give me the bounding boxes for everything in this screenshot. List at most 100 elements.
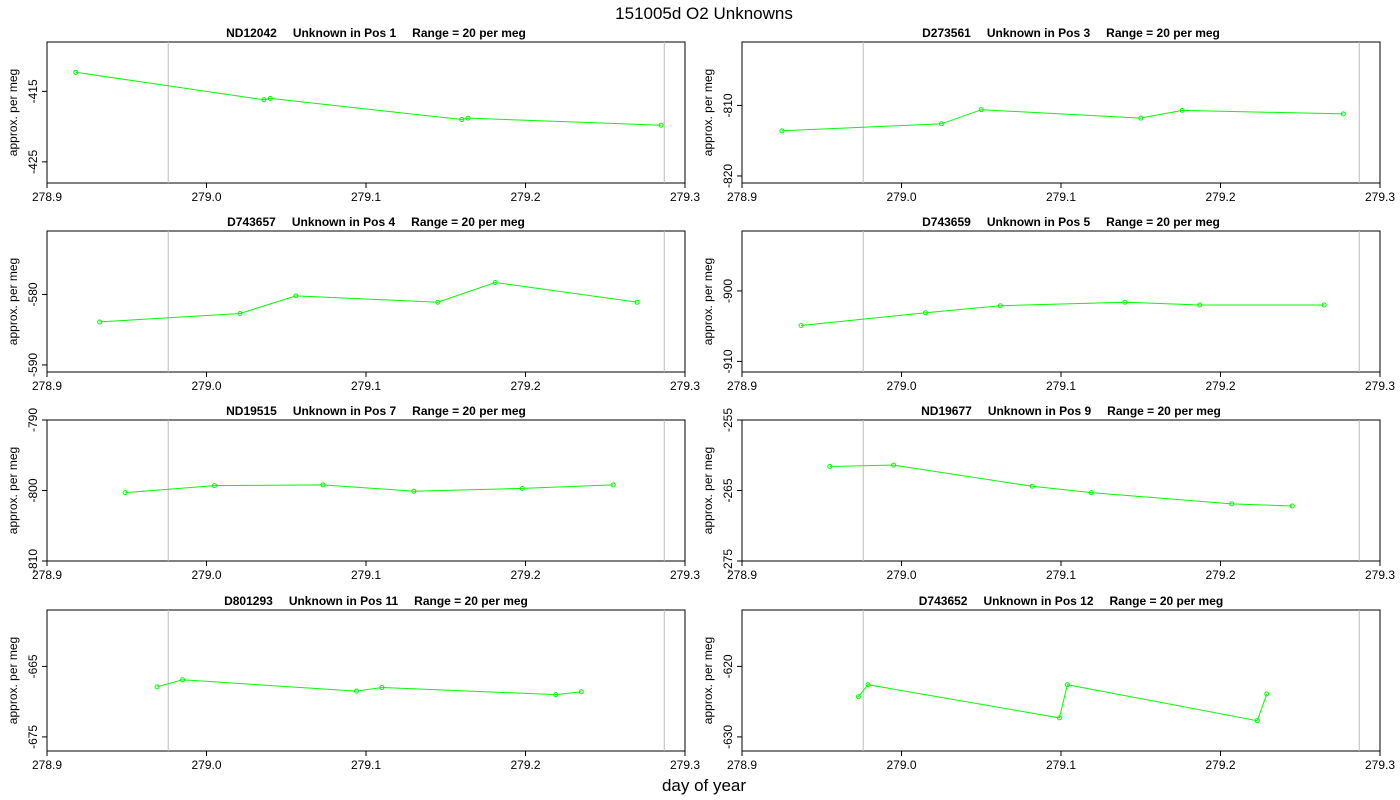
- panel-title: D801293 Unknown in Pos 11 Range = 20 per m…: [224, 594, 528, 608]
- x-tick-label: 279.0: [886, 190, 916, 204]
- y-axis-label: approx. per meg: [701, 69, 715, 156]
- panel-title-part-1: D743657: [227, 215, 276, 229]
- panel-title-part-1: D801293: [224, 594, 273, 608]
- data-point: [293, 293, 299, 299]
- data-point: [1229, 501, 1235, 507]
- x-tick-label: 278.9: [32, 758, 62, 772]
- panel-title-part-2: Unknown in Pos 5: [987, 215, 1091, 229]
- y-tick-label: -910: [721, 349, 735, 373]
- y-axis-label: approx. per meg: [6, 258, 20, 345]
- x-tick-label: 279.0: [191, 379, 221, 393]
- y-tick-label: -810: [26, 549, 40, 573]
- data-point: [1321, 302, 1327, 308]
- panel-title-part-2: Unknown in Pos 1: [293, 26, 397, 40]
- panel-title-part-3: Range = 20 per meg: [1106, 215, 1220, 229]
- data-point: [267, 95, 273, 101]
- data-point: [1088, 490, 1094, 496]
- series-line-1: [99, 281, 638, 323]
- x-tick-label: 279.1: [1046, 190, 1076, 204]
- y-tick-label: -810: [721, 93, 735, 117]
- x-tick-label: 279.0: [886, 568, 916, 582]
- data-point: [1197, 302, 1203, 308]
- panels-group: ND12042 Unknown in Pos 1 Range = 20 per me…: [6, 26, 1395, 772]
- data-point: [865, 682, 871, 688]
- panel-title: D743657 Unknown in Pos 4 Range = 20 per me…: [227, 215, 525, 229]
- y-axis-label: approx. per meg: [6, 447, 20, 534]
- panel-title: D743659 Unknown in Pos 5 Range = 20 per me…: [922, 215, 1220, 229]
- y-tick-label: -265: [721, 478, 735, 502]
- panel-2: D273561 Unknown in Pos 3 Range = 20 per me…: [701, 26, 1395, 204]
- series-line-1: [156, 679, 582, 696]
- data-point: [180, 677, 186, 683]
- x-tick-label: 279.2: [1205, 758, 1235, 772]
- data-point: [634, 299, 640, 305]
- x-tick-label: 279.0: [191, 568, 221, 582]
- x-tick-label: 279.2: [510, 190, 540, 204]
- x-tick-label: 279.2: [510, 568, 540, 582]
- data-point: [1122, 299, 1128, 305]
- panel-title-part-1: ND19515: [226, 404, 277, 418]
- y-tick-label: -255: [721, 408, 735, 432]
- y-tick-label: -630: [721, 725, 735, 749]
- panel-4: D743659 Unknown in Pos 5 Range = 20 per me…: [701, 215, 1395, 393]
- x-tick-label: 279.1: [351, 758, 381, 772]
- x-tick-label: 279.1: [1046, 568, 1076, 582]
- data-point: [1340, 111, 1346, 117]
- panel-title: ND19515 Unknown in Pos 7 Range = 20 per me…: [226, 404, 526, 418]
- series-line-1: [829, 464, 1293, 507]
- x-tick-label: 279.3: [670, 190, 700, 204]
- panel-3: D743657 Unknown in Pos 4 Range = 20 per me…: [6, 215, 700, 393]
- x-tick-label: 279.1: [351, 379, 381, 393]
- x-tick-label: 278.9: [727, 190, 757, 204]
- data-point: [798, 322, 804, 328]
- panel-title: ND19677 Unknown in Pos 9 Range = 20 per me…: [921, 404, 1221, 418]
- plot-frame: [46, 609, 686, 752]
- data-point: [73, 69, 79, 75]
- data-point: [353, 688, 359, 694]
- x-tick-label: 279.1: [1046, 379, 1076, 393]
- panel-title-part-2: Unknown in Pos 7: [293, 404, 397, 418]
- x-tick-label: 279.2: [510, 379, 540, 393]
- data-point: [465, 115, 471, 121]
- x-tick-label: 279.3: [1365, 758, 1395, 772]
- x-tick-label: 279.2: [510, 758, 540, 772]
- y-axis-label: approx. per meg: [701, 258, 715, 345]
- data-point: [320, 482, 326, 488]
- x-tick-label: 279.2: [1205, 190, 1235, 204]
- data-point: [411, 488, 417, 494]
- panel-title-part-3: Range = 20 per meg: [1107, 404, 1221, 418]
- panel-5: ND19515 Unknown in Pos 7 Range = 20 per me…: [6, 404, 700, 582]
- y-tick-label: -665: [26, 654, 40, 678]
- panel-title-part-3: Range = 20 per meg: [414, 594, 528, 608]
- panel-title-part-1: D743659: [922, 215, 971, 229]
- x-tick-label: 278.9: [727, 758, 757, 772]
- y-axis-label: approx. per meg: [6, 69, 20, 156]
- plot-frame: [741, 419, 1381, 562]
- data-point: [578, 689, 584, 695]
- data-point: [154, 684, 160, 690]
- y-tick-label: -675: [26, 725, 40, 749]
- x-tick-label: 279.1: [351, 190, 381, 204]
- y-tick-label: -800: [26, 478, 40, 502]
- panel-1: ND12042 Unknown in Pos 1 Range = 20 per me…: [6, 26, 700, 204]
- data-point: [922, 310, 928, 316]
- data-point: [1064, 682, 1070, 688]
- x-tick-label: 279.1: [1046, 758, 1076, 772]
- panel-title-part-3: Range = 20 per meg: [412, 404, 526, 418]
- panel-title-part-3: Range = 20 per meg: [1110, 594, 1224, 608]
- data-point: [1289, 503, 1295, 509]
- data-point: [827, 464, 833, 470]
- figure-x-axis-label: day of year: [662, 776, 746, 795]
- x-tick-label: 279.3: [670, 379, 700, 393]
- panel-8: D743652 Unknown in Pos 12 Range = 20 per m…: [701, 594, 1395, 772]
- data-point: [261, 97, 267, 103]
- x-tick-label: 279.0: [191, 190, 221, 204]
- series-line-1: [800, 301, 1325, 326]
- data-point: [237, 310, 243, 316]
- figure-title: 151005d O2 Unknowns: [615, 4, 793, 23]
- data-point: [553, 692, 559, 698]
- data-point: [938, 121, 944, 127]
- series-line-1: [781, 109, 1344, 132]
- plot-frame: [741, 609, 1381, 752]
